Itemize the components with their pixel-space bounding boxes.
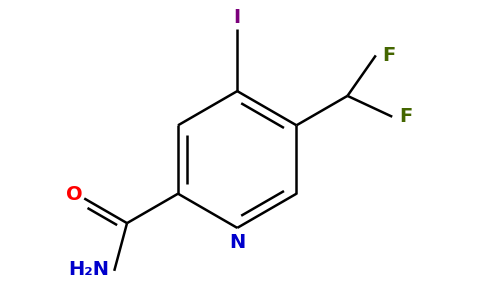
Text: I: I [234, 8, 241, 26]
Text: N: N [229, 232, 245, 252]
Text: H₂N: H₂N [68, 260, 109, 279]
Text: F: F [399, 107, 412, 126]
Text: F: F [382, 46, 396, 65]
Text: O: O [66, 185, 83, 204]
